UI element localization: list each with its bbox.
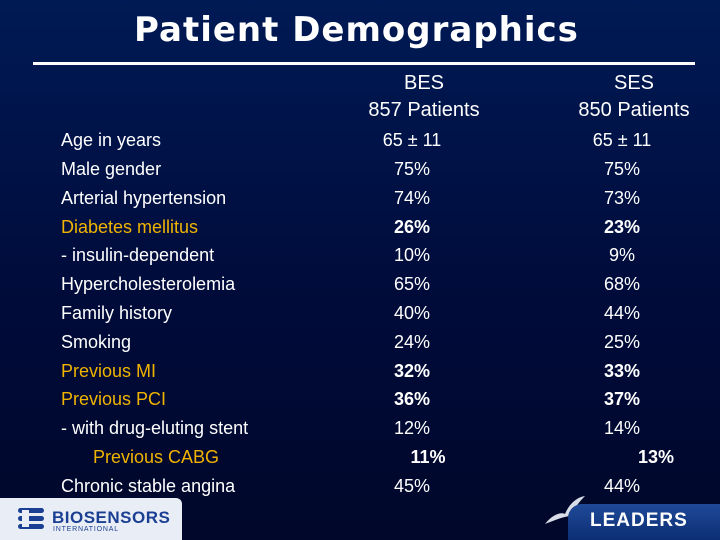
ses-value: 65 ± 11 — [592, 130, 652, 150]
table-row: Age in years 65 ± 11 65 ± 11 — [0, 126, 720, 155]
slide-title: Patient Demographics — [134, 10, 579, 50]
table-row: Arterial hypertension 74% 73% — [0, 184, 720, 213]
ses-value: 25% — [603, 332, 641, 352]
ses-value: 37% — [603, 389, 641, 409]
bes-value: 26% — [393, 217, 431, 237]
row-label: - with drug-eluting stent — [61, 418, 249, 438]
ses-value: 44% — [603, 303, 641, 323]
bes-value: 65 ± 11 — [382, 130, 442, 150]
column-header-bes: BES 857 Patients — [350, 70, 498, 124]
bes-value: 36% — [393, 389, 431, 409]
row-label: - insulin-dependent — [61, 245, 215, 265]
ses-value: 68% — [603, 274, 641, 294]
table-row: Chronic stable angina 45% 44% — [0, 472, 720, 501]
row-label: Previous CABG — [93, 447, 220, 467]
bes-value: 10% — [393, 245, 431, 265]
ses-value: 44% — [603, 476, 641, 496]
ses-value: 75% — [603, 159, 641, 179]
row-label: Hypercholesterolemia — [61, 274, 236, 294]
leaders-logo: LEADERS — [568, 504, 720, 540]
row-label: Previous PCI — [61, 389, 167, 409]
bes-value: 75% — [393, 159, 431, 179]
row-label: Male gender — [61, 159, 162, 179]
biosensors-mark-icon — [18, 508, 44, 529]
ses-value: 13% — [637, 447, 675, 467]
bes-value: 32% — [393, 361, 431, 381]
biosensors-name: BIOSENSORS — [52, 508, 171, 527]
row-label: Arterial hypertension — [61, 188, 227, 208]
column-name-ses: SES — [613, 72, 655, 94]
table-row: Previous CABG 11% 13% — [0, 443, 720, 472]
leaders-name: LEADERS — [590, 510, 688, 531]
table-row: Previous PCI 36% 37% — [0, 385, 720, 414]
table-row: Diabetes mellitus 26% 23% — [0, 213, 720, 242]
row-label: Previous MI — [61, 361, 157, 381]
ses-value: 33% — [603, 361, 641, 381]
bes-value: 11% — [410, 447, 446, 467]
row-label: Diabetes mellitus — [61, 217, 199, 237]
table-row: Smoking 24% 25% — [0, 328, 720, 357]
bes-value: 45% — [393, 476, 431, 496]
ses-value: 9% — [608, 245, 635, 265]
table-row: Family history 40% 44% — [0, 299, 720, 328]
ses-value: 14% — [603, 418, 641, 438]
column-header-ses: SES 850 Patients — [560, 70, 708, 124]
table-row: Male gender 75% 75% — [0, 155, 720, 184]
column-patients-bes: 857 Patients — [368, 99, 480, 121]
bes-value: 74% — [393, 188, 431, 208]
table-row: Previous MI 32% 33% — [0, 357, 720, 386]
bes-value: 40% — [393, 303, 431, 323]
biosensors-logo: BIOSENSORS INTERNATIONAL — [0, 498, 182, 540]
bird-icon — [545, 496, 585, 524]
table-row: - with drug-eluting stent 12% 14% — [0, 414, 720, 443]
row-label: Family history — [61, 303, 173, 323]
row-label: Smoking — [61, 332, 132, 352]
table-row: Hypercholesterolemia 65% 68% — [0, 270, 720, 299]
row-label: Chronic stable angina — [61, 476, 236, 496]
bes-value: 24% — [393, 332, 431, 352]
biosensors-sub: INTERNATIONAL — [53, 526, 119, 533]
column-patients-ses: 850 Patients — [578, 99, 690, 121]
column-name-bes: BES — [403, 72, 445, 94]
bes-value: 65% — [393, 274, 431, 294]
table-row: - insulin-dependent 10% 9% — [0, 241, 720, 270]
title-divider — [33, 62, 695, 65]
row-label: Age in years — [61, 130, 162, 150]
bes-value: 12% — [393, 418, 431, 438]
ses-value: 23% — [603, 217, 641, 237]
ses-value: 73% — [603, 188, 641, 208]
